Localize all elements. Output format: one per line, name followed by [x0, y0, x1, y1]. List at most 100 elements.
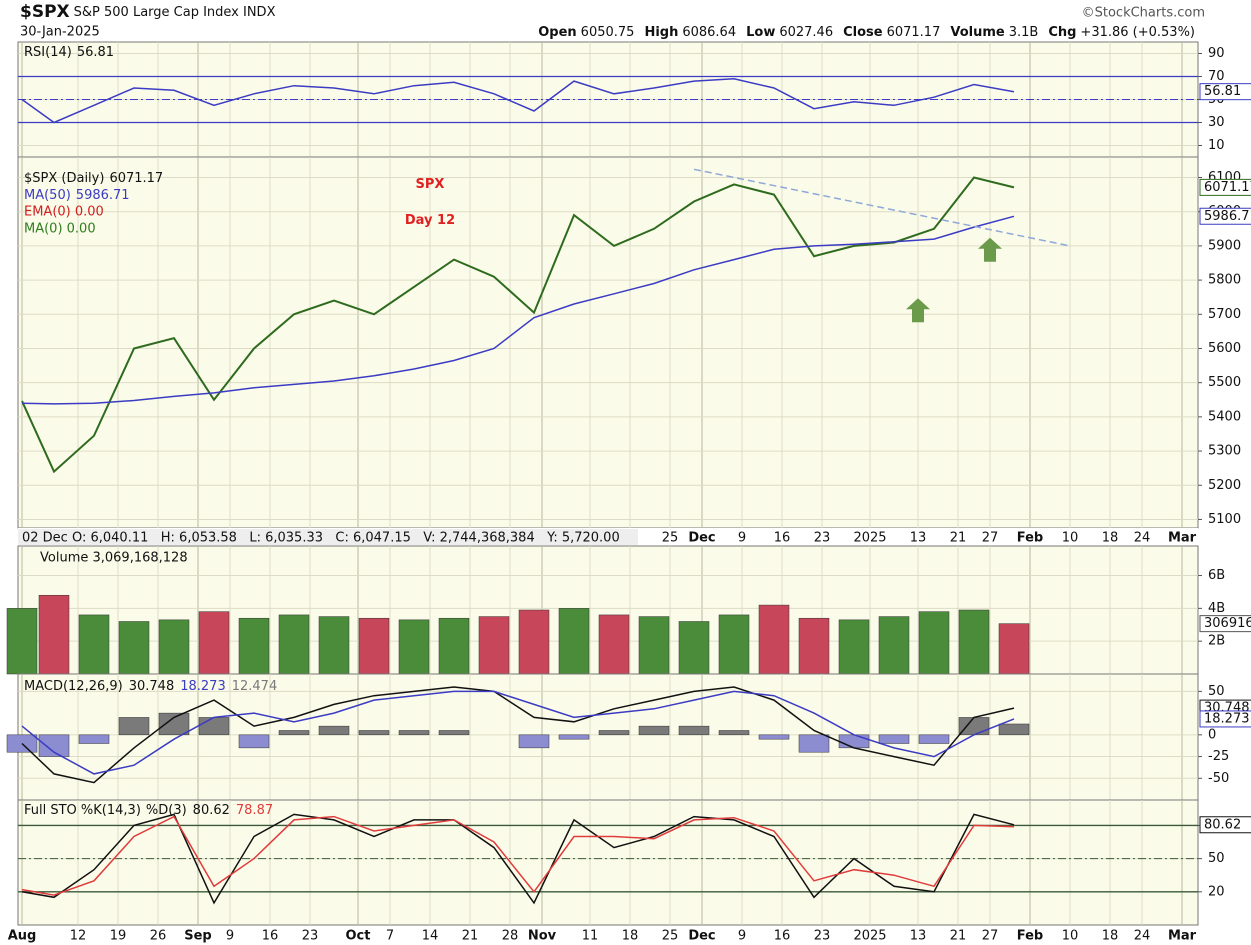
x-tick-label: 13 [910, 929, 927, 944]
bar [6, 608, 38, 675]
bar [358, 617, 390, 675]
quote-value: 6071.17 [887, 25, 941, 40]
value-tag: 80.62 [1204, 817, 1241, 832]
quote-value: +31.86 (+0.53%) [1080, 25, 1195, 40]
value-tag: 6071.17 [1204, 180, 1251, 195]
x-tick-label: 27 [982, 929, 999, 944]
bar [678, 725, 710, 736]
legend-name: MACD(12,26,9) [24, 679, 123, 694]
x-tick-label: 23 [814, 929, 831, 944]
x-tick-label: 9 [226, 929, 234, 944]
x-tick-label: 28 [502, 929, 519, 944]
value-tag-box [1199, 178, 1251, 196]
quote-label: High [644, 25, 678, 40]
y-tick-label: 2B [1208, 634, 1225, 649]
legend-name: %D(3) [146, 803, 187, 818]
quote-label: Chg [1048, 25, 1076, 40]
date: 30-Jan-2025 [20, 25, 100, 40]
info-bar-box [18, 529, 638, 545]
legend: RSI(14) 56.81 [24, 45, 114, 60]
legend: Volume 3,069,168,128 [40, 551, 188, 566]
arrow [978, 237, 1002, 262]
x-tick-label: 2025 [853, 929, 886, 944]
bar [478, 616, 510, 675]
y-tick-label: 20 [1208, 884, 1225, 899]
bar [198, 717, 230, 736]
value-tag-box [1199, 83, 1251, 101]
panel-background [17, 156, 1199, 529]
bar [118, 717, 150, 736]
bar [38, 594, 70, 675]
bar [38, 734, 70, 757]
y-tick-label: 5100 [1208, 512, 1241, 527]
bar [358, 730, 390, 736]
legend-value: 30.748 [129, 679, 175, 694]
bar [318, 725, 350, 736]
y-tick-label: 0 [1208, 727, 1216, 742]
legend-value: 6071.17 [109, 171, 163, 186]
y-tick-label: 5800 [1208, 273, 1241, 288]
value-tag-box [1199, 710, 1251, 728]
bar [918, 734, 950, 744]
bar [958, 717, 990, 736]
bar [158, 619, 190, 675]
y-tick-label: 6B [1208, 568, 1225, 583]
legend: Full STO %K(14,3) %D(3) 80.62 78.87 [24, 803, 273, 818]
bar [758, 734, 790, 740]
y-tick-label: 5300 [1208, 444, 1241, 459]
y-tick-label: 5700 [1208, 307, 1241, 322]
x-tick-label: Oct [346, 929, 371, 944]
bar [758, 604, 790, 675]
bar [798, 734, 830, 753]
bar [238, 617, 270, 675]
x-tick-label: Aug [8, 929, 37, 944]
trendline [693, 168, 1071, 247]
bar [718, 730, 750, 736]
x-tick-label: 26 [150, 929, 167, 944]
x-tick-label: 9 [738, 531, 746, 546]
x-tick-label: 16 [774, 531, 791, 546]
legend-value: 12.474 [232, 679, 278, 694]
bar [598, 730, 630, 736]
legend-value: 78.87 [236, 803, 273, 818]
bar [438, 730, 470, 736]
panel-background [17, 673, 1199, 801]
bar [398, 730, 430, 736]
quote-value: 3.1B [1009, 25, 1039, 40]
legend: MA(50) 5986.71 [24, 188, 130, 203]
x-tick-label: 12 [70, 929, 87, 944]
x-tick-label: 9 [738, 929, 746, 944]
x-tick-label: 21 [950, 531, 967, 546]
y-tick-label: 30 [1208, 115, 1225, 130]
series-line [21, 686, 1015, 784]
x-tick-label: 23 [302, 929, 319, 944]
x-tick-label: 18 [1102, 929, 1119, 944]
x-tick-label: 27 [982, 531, 999, 546]
bar [278, 730, 310, 736]
quote: Open 6050.75 High 6086.64 Low 6027.46 Close 607… [538, 25, 1195, 40]
legend: EMA(0) 0.00 [24, 205, 104, 220]
bar [518, 609, 550, 675]
x-tick-label: Feb [1017, 531, 1043, 546]
x-tick-label: 25 [662, 531, 679, 546]
quote-label: Close [843, 25, 883, 40]
value-tag: 3069168128 [1204, 616, 1251, 631]
legend-value: 80.62 [193, 803, 230, 818]
value-tag-box [1199, 615, 1251, 633]
y-tick-label: 90 [1208, 46, 1225, 61]
x-tick-label: 21 [950, 929, 967, 944]
x-tick-label: 23 [814, 531, 831, 546]
quote-value: 6050.75 [581, 25, 635, 40]
value-tag: 18.273 [1204, 711, 1250, 726]
quote-value: 6086.64 [682, 25, 736, 40]
symbol: $SPX [20, 2, 70, 22]
value-tag: 5986.71 [1204, 209, 1251, 224]
y-tick-label: 5200 [1208, 478, 1241, 493]
bar [878, 616, 910, 675]
bar [638, 616, 670, 675]
bar [78, 614, 110, 675]
y-tick-label: 5600 [1208, 341, 1241, 356]
bar [878, 734, 910, 744]
legend-name: RSI(14) [24, 45, 72, 60]
source: ©StockCharts.com [1082, 6, 1205, 21]
